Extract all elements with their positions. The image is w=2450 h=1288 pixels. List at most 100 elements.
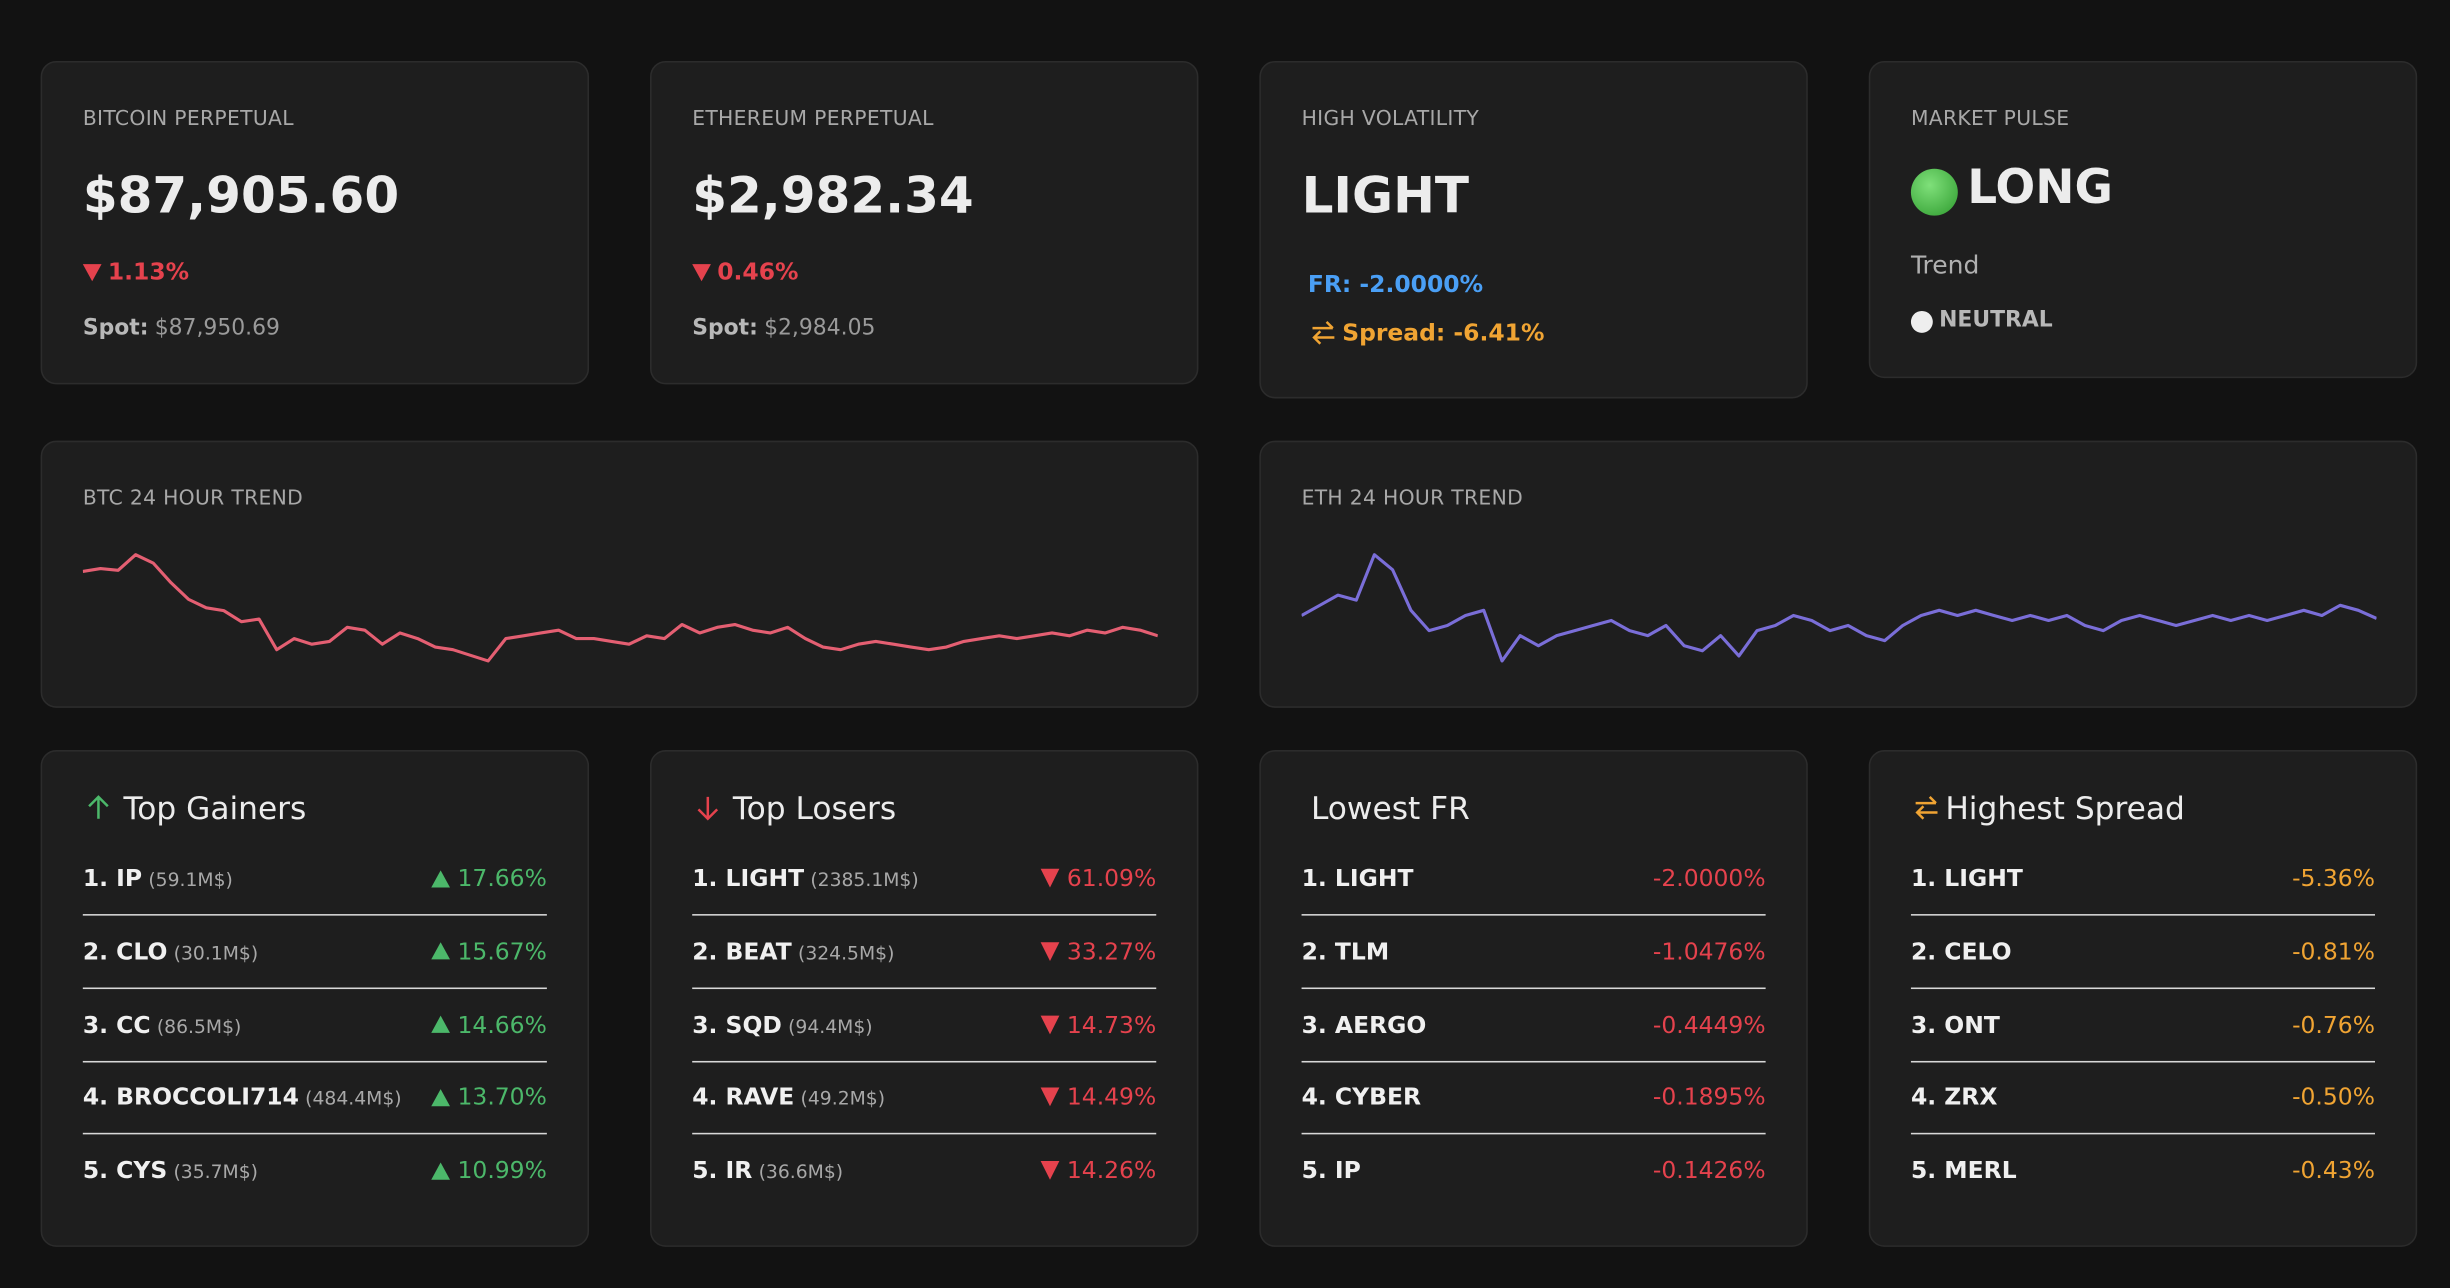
volatility-value: LIGHT: [1301, 165, 1470, 225]
value-text: -0.1895%: [1652, 1083, 1766, 1112]
arrow-icon: [88, 795, 109, 819]
row-name: 1. LIGHT: [1302, 864, 1414, 892]
list-row: 5. CYS (35.7M$) 10.99%: [83, 1135, 547, 1207]
row-name: 4. BROCCOLI714 (484.4M$): [83, 1083, 402, 1111]
coin-volume: (49.2M$): [800, 1088, 886, 1110]
coin-name: 4. CYBER: [1301, 1083, 1422, 1112]
row-divider: [692, 987, 1157, 989]
row-value: 61.09%: [1040, 864, 1156, 892]
list-row: 4. BROCCOLI714 (484.4M$) 13.70%: [83, 1062, 547, 1134]
value-text: 14.49%: [1066, 1083, 1157, 1112]
row-divider: [1301, 987, 1766, 989]
card: Lowest FR 1. LIGHT -2.0000% 2. TLM -1.0476% 3…: [1259, 750, 1808, 1247]
value-text: -0.4449%: [1652, 1010, 1766, 1039]
list-title: Top Losers: [692, 789, 896, 827]
value-text: 17.66%: [457, 864, 547, 893]
icon-path: [697, 796, 719, 821]
row-divider: [1301, 1133, 1766, 1135]
card: Top Gainers 1. IP (59.1M$) 17.66% 2. CLO (30.…: [40, 750, 590, 1247]
spread-text: Spread: -6.41%: [1342, 318, 1545, 347]
row-name: 2. TLM: [1302, 937, 1390, 965]
spot-value: $2,984.05: [764, 315, 876, 341]
sparkline: [1301, 553, 2377, 663]
row-value: -2.0000%: [1653, 864, 1766, 892]
card: ETHEREUM PERPETUAL $2,982.34 0.46% Spot: $2,…: [650, 60, 1199, 385]
card: ETH 24 HOUR TREND: [1259, 440, 2418, 708]
coin-name: 3. ONT: [1910, 1010, 2000, 1039]
row-value: 14.49%: [1040, 1083, 1157, 1112]
row-name: 5. CYS (35.7M$): [83, 1157, 258, 1185]
list-title: Lowest FR: [1311, 789, 1470, 827]
row-divider: [692, 1060, 1157, 1062]
card: Highest Spread 1. LIGHT -5.36% 2. CELO -0.81…: [1868, 750, 2418, 1247]
row-value: -0.43%: [2292, 1157, 2375, 1185]
list-row: 4. RAVE (49.2M$) 14.49%: [692, 1062, 1156, 1134]
list-row: 5. IP -0.1426%: [1302, 1135, 1766, 1207]
coin-name: 2. CELO: [1910, 937, 2012, 966]
row-name: 3. SQD (94.4M$): [692, 1010, 872, 1038]
down-arrow: [1040, 941, 1060, 961]
trend-line: [82, 553, 1158, 663]
row-value: -0.1895%: [1653, 1083, 1766, 1111]
list-row: 2. BEAT (324.5M$) 33.27%: [692, 915, 1156, 987]
down-arrow: [1040, 868, 1060, 888]
icon-path: [88, 795, 109, 819]
coin-name: 2. BEAT: [692, 937, 792, 966]
coin-name: 4. BROCCOLI714: [82, 1083, 299, 1112]
coin-name: 1. LIGHT: [1910, 864, 2023, 893]
coin-volume: (36.6M$): [758, 1161, 844, 1184]
value-text: -0.81%: [2292, 937, 2375, 966]
list-row: 1. IP (59.1M$) 17.66%: [83, 842, 547, 914]
card: BTC 24 HOUR TREND: [40, 440, 1199, 708]
pulse-value: LONG: [1967, 160, 2113, 216]
coin-volume: (324.5M$): [797, 941, 895, 964]
list-row: 4. ZRX -0.50%: [1911, 1062, 2375, 1134]
row-name: 5. IR (36.6M$): [692, 1157, 843, 1185]
value-text: -0.76%: [2292, 1010, 2375, 1039]
value-text: 14.26%: [1066, 1156, 1157, 1185]
spot-label: Spot:: [692, 315, 758, 341]
chart-title: BTC 24 HOUR TREND: [82, 487, 304, 511]
list-row: 3. SQD (94.4M$) 14.73%: [692, 988, 1156, 1060]
up-arrow: [430, 869, 450, 887]
row-name: 1. LIGHT (2385.1M$): [692, 864, 918, 892]
coin-volume: (484.4M$): [305, 1088, 402, 1110]
coin-volume: (86.5M$): [156, 1014, 242, 1037]
change-text: 1.13%: [107, 257, 190, 286]
spot-value: $87,950.69: [154, 315, 280, 341]
row-name: 2. CLO (30.1M$): [83, 937, 258, 965]
list-row: 2. CLO (30.1M$) 15.67%: [83, 915, 547, 987]
card: BITCOIN PERPETUAL $87,905.60 1.13% Spot: $87…: [40, 60, 590, 385]
trend-label: Trend: [1910, 250, 1980, 280]
row-value: 33.27%: [1040, 937, 1156, 965]
chart-title: ETH 24 HOUR TREND: [1301, 487, 1524, 511]
up-arrow: [430, 1015, 450, 1033]
funding-rate: FR: -2.0000%: [1307, 270, 1484, 299]
coin-name: 1. LIGHT: [692, 864, 805, 893]
row-divider: [692, 914, 1157, 916]
coin-name: 5. CYS: [82, 1156, 168, 1185]
ticker-change: 0.46%: [692, 258, 799, 286]
row-name: 4. ZRX: [1911, 1083, 1997, 1111]
row-value: -0.81%: [2292, 937, 2375, 965]
card: MARKET PULSE LONG Trend NEUTRAL: [1868, 60, 2418, 379]
list-title-text: Top Losers: [732, 789, 897, 827]
row-name: 1. IP (59.1M$): [83, 864, 233, 892]
pulse-label: MARKET PULSE: [1910, 107, 2070, 132]
list-row: 1. LIGHT -2.0000%: [1302, 842, 1766, 914]
row-divider: [1910, 1060, 2375, 1062]
spot-label: Spot:: [82, 315, 149, 341]
row-divider: [1301, 914, 1766, 916]
row-name: 2. CELO: [1911, 937, 2012, 965]
ticker-label: ETHEREUM PERPETUAL: [692, 107, 934, 132]
value-text: 14.73%: [1066, 1010, 1157, 1039]
list-row: 1. LIGHT (2385.1M$) 61.09%: [692, 842, 1156, 914]
list-row: 3. CC (86.5M$) 14.66%: [83, 988, 547, 1060]
value-text: -5.36%: [2292, 864, 2375, 893]
row-value: -0.76%: [2292, 1010, 2375, 1038]
row-name: 2. BEAT (324.5M$): [692, 937, 894, 965]
row-divider: [82, 1133, 547, 1135]
coin-name: 2. TLM: [1301, 937, 1390, 966]
